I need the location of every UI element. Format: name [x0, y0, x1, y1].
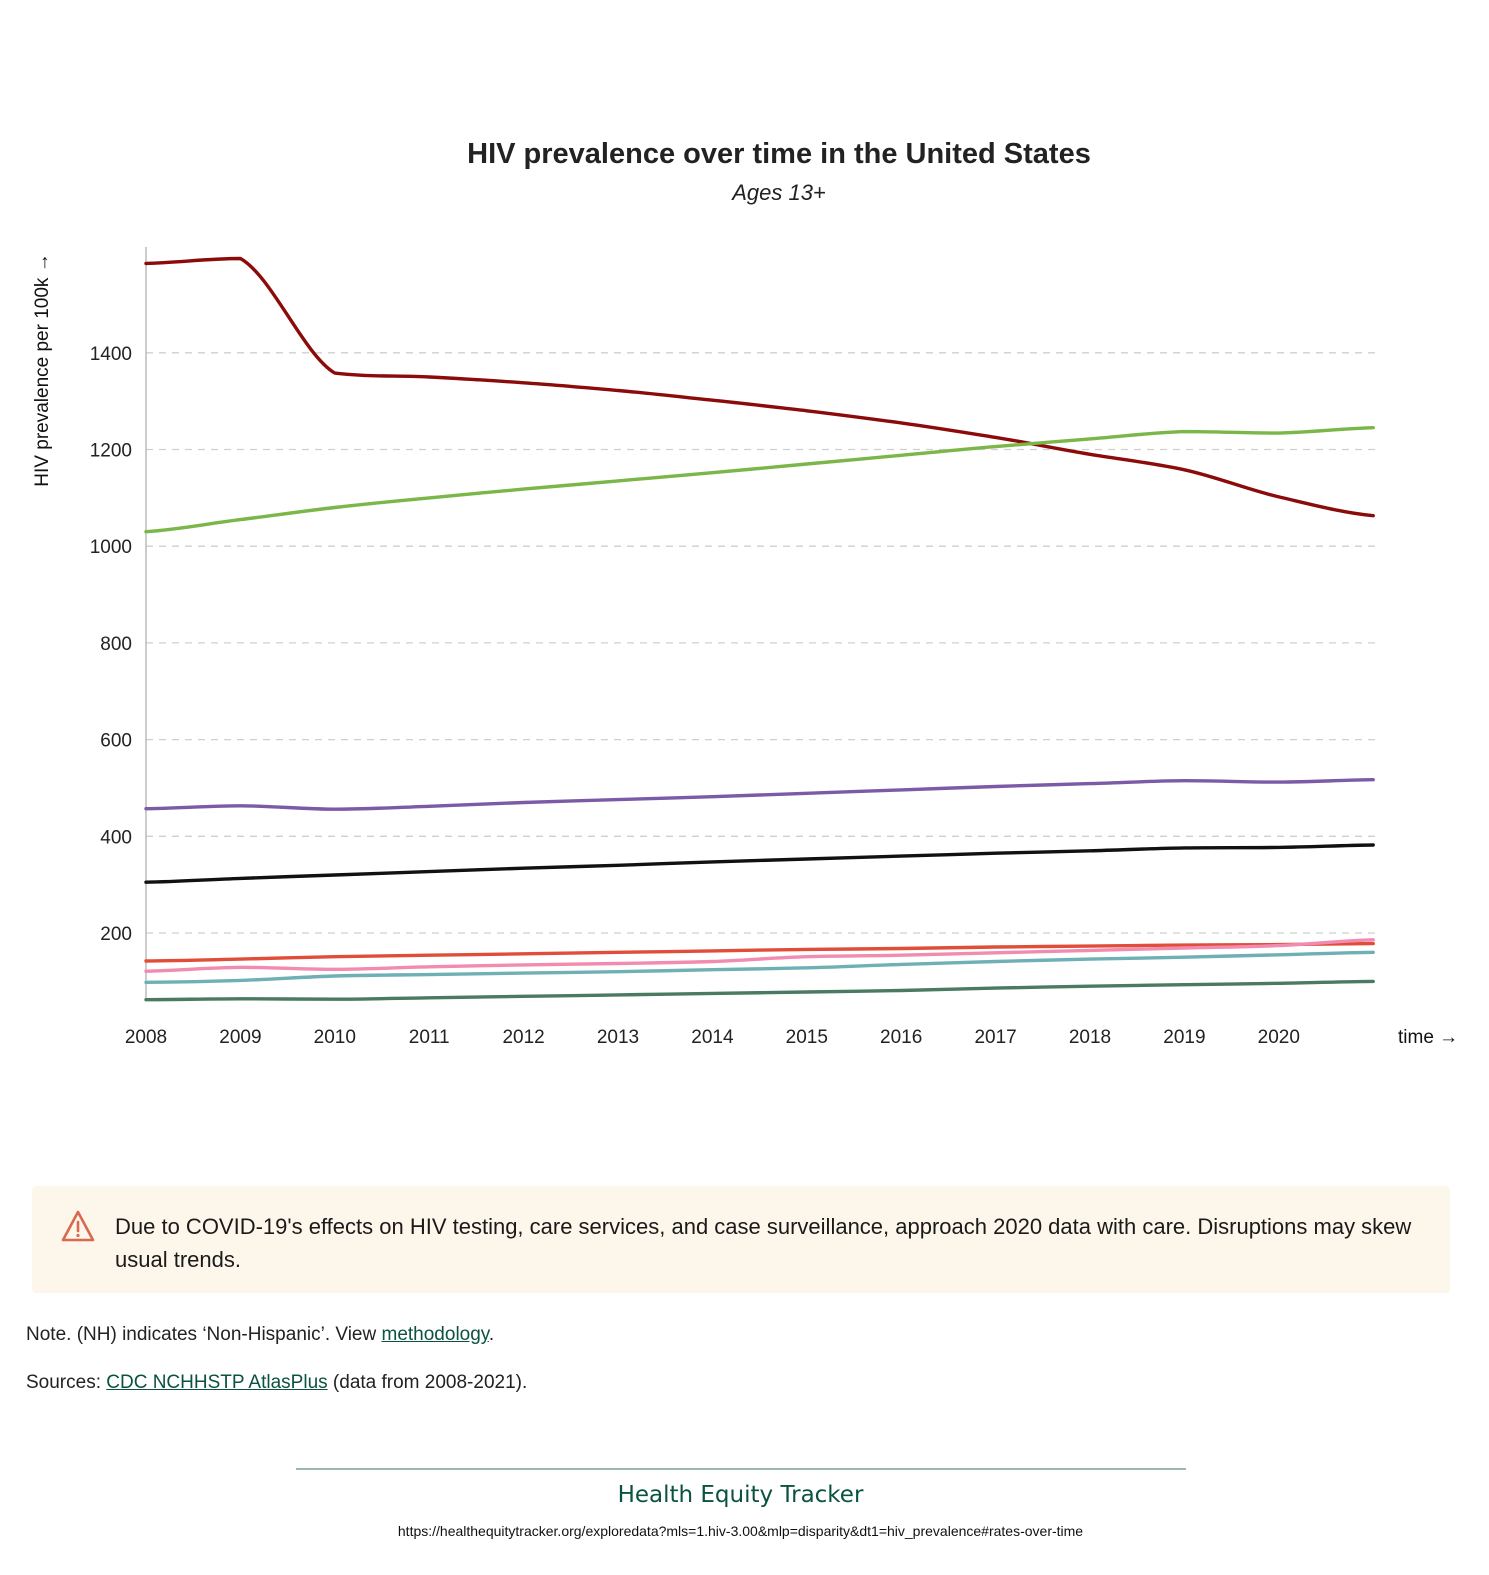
line-chart: 200 400 600 800 1000 1200 1400 2008 2009 2010 201…	[32, 247, 1458, 1048]
note-text: Note. (NH) indicates ‘Non-Hispanic’. Vie…	[26, 1324, 382, 1345]
y-tick-label: 800	[100, 634, 132, 655]
footer-divider	[296, 1468, 1186, 1470]
x-tick-label: 2016	[880, 1027, 922, 1048]
methodology-link[interactable]: methodology	[381, 1324, 489, 1345]
series-lines	[144, 256, 1375, 1002]
y-tick-label: 1000	[90, 537, 132, 558]
x-tick-label: 2020	[1258, 1027, 1300, 1048]
sources-line: Sources: CDC NCHHSTP AtlasPlus (data fro…	[26, 1372, 527, 1394]
x-tick-label: 2009	[219, 1027, 261, 1048]
sources-text: Sources:	[26, 1372, 107, 1393]
series-line-1[interactable]	[144, 256, 1375, 518]
x-axis-ticks: 2008 2009 2010 2011 2012 2013 2014 2015 2016 2017…	[125, 1027, 1300, 1048]
series-line-3[interactable]	[144, 778, 1375, 811]
x-tick-label: 2010	[314, 1027, 356, 1048]
x-tick-label: 2014	[691, 1027, 734, 1048]
cdc-atlasplus-link[interactable]: CDC NCHHSTP AtlasPlus	[106, 1372, 328, 1393]
covid-warning-alert: Due to COVID-19's effects on HIV testing…	[32, 1186, 1450, 1293]
series-line-7[interactable]	[144, 950, 1375, 984]
series-line-8[interactable]	[144, 979, 1375, 1002]
warning-triangle-icon	[61, 1210, 95, 1242]
x-tick-label: 2019	[1163, 1027, 1205, 1048]
note-suffix: .	[488, 1324, 495, 1345]
y-axis-label: HIV prevalence per 100k →	[32, 253, 53, 486]
series-line-2[interactable]	[144, 426, 1375, 534]
y-tick-label: 200	[100, 924, 132, 945]
x-tick-label: 2015	[786, 1027, 828, 1048]
y-axis-ticks: 200 400 600 800 1000 1200 1400	[90, 344, 132, 945]
series-line-6[interactable]	[144, 938, 1375, 973]
footer-brand: Health Equity Tracker	[617, 1482, 864, 1508]
y-tick-label: 1400	[90, 344, 132, 365]
x-tick-label: 2012	[502, 1027, 544, 1048]
series-line-4[interactable]	[144, 843, 1375, 884]
x-tick-label: 2011	[409, 1027, 450, 1048]
x-tick-label: 2018	[1069, 1027, 1111, 1048]
sources-suffix: (data from 2008-2021).	[327, 1372, 528, 1393]
alert-text: Due to COVID-19's effects on HIV testing…	[115, 1214, 1412, 1272]
y-tick-label: 400	[100, 827, 132, 848]
x-tick-label: 2017	[974, 1027, 1016, 1048]
y-tick-label: 1200	[90, 441, 132, 462]
series-line-5[interactable]	[144, 941, 1375, 963]
chart-subtitle: Ages 13+	[732, 180, 826, 205]
note-line: Note. (NH) indicates ‘Non-Hispanic’. Vie…	[26, 1324, 494, 1346]
footer-url: https://healthequitytracker.org/explored…	[397, 1523, 1084, 1539]
chart-title: HIV prevalence over time in the United S…	[467, 138, 1091, 170]
x-tick-label: 2008	[125, 1027, 167, 1048]
grid-lines	[146, 352, 1375, 934]
x-tick-label: 2013	[597, 1027, 639, 1048]
y-tick-label: 600	[100, 731, 132, 752]
x-axis-label: time →	[1398, 1027, 1458, 1048]
